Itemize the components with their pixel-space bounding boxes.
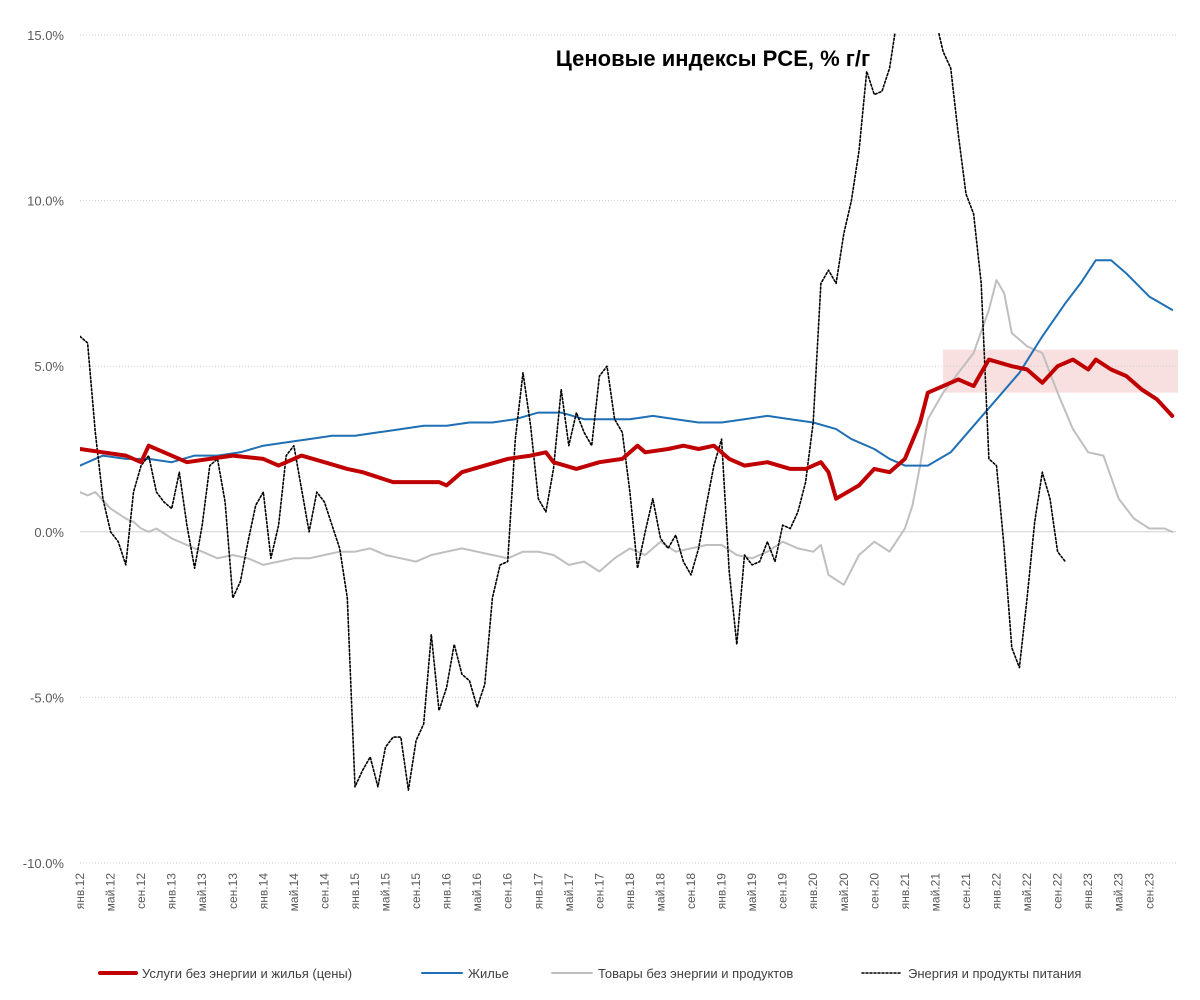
x-tick-label: май.17 bbox=[562, 873, 576, 912]
y-tick-label: 0.0% bbox=[34, 525, 64, 540]
x-tick-label: май.18 bbox=[653, 873, 667, 912]
y-tick-label: 10.0% bbox=[27, 194, 64, 209]
x-tick-label: май.13 bbox=[195, 873, 209, 912]
x-tick-label: сен.18 bbox=[684, 873, 698, 909]
x-tick-label: сен.15 bbox=[409, 873, 423, 909]
y-tick-label: 5.0% bbox=[34, 359, 64, 374]
x-axis-tick-labels: янв.12 май.12 сен.12 янв.13 май.13 сен.13 янв.… bbox=[73, 873, 1156, 912]
x-tick-label: янв.16 bbox=[440, 873, 454, 910]
x-tick-label: сен.13 bbox=[226, 873, 240, 909]
x-tick-label: янв.19 bbox=[715, 873, 729, 910]
y-axis-tick-labels: 15.0% 10.0% 5.0% 0.0% -5.0% -10.0% bbox=[23, 28, 65, 871]
x-tick-label: янв.23 bbox=[1081, 873, 1095, 910]
legend-label: Товары без энергии и продуктов bbox=[598, 966, 793, 981]
legend-label: Услуги без энергии и жилья (цены) bbox=[142, 966, 352, 981]
y-tick-label: -5.0% bbox=[30, 690, 64, 705]
legend-label: Жилье bbox=[468, 966, 509, 981]
x-tick-label: сен.12 bbox=[134, 873, 148, 909]
x-tick-label: май.12 bbox=[104, 873, 118, 912]
x-tick-label: сен.16 bbox=[501, 873, 515, 909]
legend: Услуги без энергии и жилья (цены) Жилье То… bbox=[98, 966, 1081, 981]
highlight-band-layer bbox=[943, 349, 1179, 393]
x-tick-label: янв.22 bbox=[990, 873, 1004, 910]
x-tick-label: янв.18 bbox=[623, 873, 637, 910]
x-tick-label: май.23 bbox=[1112, 873, 1126, 912]
x-tick-label: май.22 bbox=[1020, 873, 1034, 912]
legend-label: Энергия и продукты питания bbox=[908, 966, 1081, 981]
x-tick-label: сен.23 bbox=[1142, 873, 1156, 909]
x-tick-label: сен.14 bbox=[317, 873, 331, 909]
x-tick-label: май.20 bbox=[837, 873, 851, 912]
y-tick-label: -10.0% bbox=[23, 856, 65, 871]
x-tick-label: май.16 bbox=[470, 873, 484, 912]
x-tick-label: май.21 bbox=[928, 873, 942, 912]
grid-lines bbox=[80, 34, 1176, 864]
x-tick-label: сен.22 bbox=[1051, 873, 1065, 909]
x-tick-label: янв.12 bbox=[73, 873, 87, 910]
x-tick-label: сен.21 bbox=[959, 873, 973, 909]
series-line-3 bbox=[80, 279, 1174, 586]
x-tick-label: янв.13 bbox=[165, 873, 179, 910]
series-line-2 bbox=[80, 259, 1174, 467]
x-tick-label: янв.17 bbox=[531, 873, 545, 910]
x-tick-label: сен.20 bbox=[867, 873, 881, 909]
x-tick-label: янв.15 bbox=[348, 873, 362, 910]
x-tick-label: янв.20 bbox=[806, 873, 820, 910]
series-lines bbox=[80, 33, 1175, 791]
chart-title: Ценовые индексы PCE, % г/г bbox=[556, 46, 870, 71]
x-tick-label: май.14 bbox=[287, 873, 301, 912]
x-tick-label: янв.14 bbox=[256, 873, 270, 910]
x-tick-label: сен.17 bbox=[592, 873, 606, 909]
y-tick-label: 15.0% bbox=[27, 28, 64, 43]
x-tick-label: сен.19 bbox=[776, 873, 790, 909]
series-line-1 bbox=[80, 357, 1175, 501]
highlight-band bbox=[943, 349, 1179, 393]
series-line-4 bbox=[80, 33, 1067, 791]
x-tick-label: май.19 bbox=[745, 873, 759, 912]
x-tick-label: май.15 bbox=[379, 873, 393, 912]
x-tick-label: янв.21 bbox=[898, 873, 912, 910]
